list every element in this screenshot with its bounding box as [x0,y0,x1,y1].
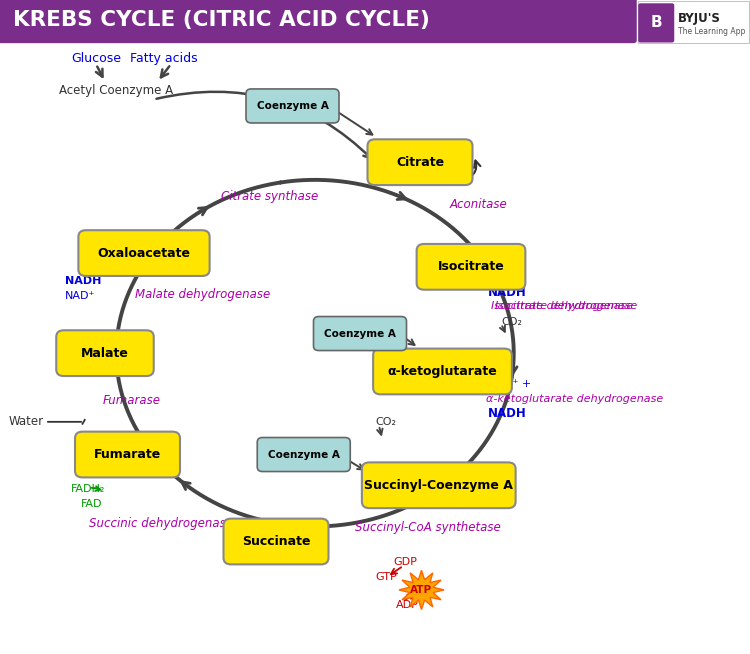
FancyBboxPatch shape [362,462,515,508]
FancyBboxPatch shape [79,230,209,276]
Text: FADH₂: FADH₂ [70,484,105,494]
Text: Isocitrate: Isocitrate [438,260,504,273]
Text: Fumarate: Fumarate [94,448,161,461]
Text: NAD⁺: NAD⁺ [488,271,518,281]
Text: Coenzyme A: Coenzyme A [324,328,396,339]
Polygon shape [399,570,444,610]
FancyBboxPatch shape [373,349,512,394]
Text: Succinate: Succinate [242,535,310,548]
Text: NAD⁺ +: NAD⁺ + [488,379,531,389]
Text: Oxaloacetate: Oxaloacetate [98,247,190,260]
FancyBboxPatch shape [638,1,748,43]
Text: Fatty acids: Fatty acids [130,52,197,65]
Text: Fumarase: Fumarase [102,394,160,407]
Text: B: B [650,16,662,30]
Text: ATP: ATP [410,585,433,595]
FancyBboxPatch shape [417,244,525,290]
Text: Water: Water [9,415,44,428]
Text: GDP: GDP [394,557,418,568]
FancyBboxPatch shape [314,317,407,351]
Text: Acetyl Coenzyme A: Acetyl Coenzyme A [59,84,173,97]
Text: KREBS CYCLE (CITRIC ACID CYCLE): KREBS CYCLE (CITRIC ACID CYCLE) [13,10,430,30]
Text: NADH: NADH [65,276,102,286]
Text: NADH: NADH [488,407,526,420]
FancyBboxPatch shape [56,330,154,376]
Text: Coenzyme A: Coenzyme A [268,449,340,460]
Text: GTP: GTP [375,572,397,582]
Text: The Learning App: The Learning App [678,27,746,36]
Text: Glucose: Glucose [71,52,121,65]
Text: Citrate: Citrate [396,156,444,169]
Text: NADH: NADH [488,286,526,300]
Text: α-ketoglutarate: α-ketoglutarate [388,365,497,378]
FancyBboxPatch shape [246,89,339,123]
Text: Malate: Malate [81,347,129,360]
Text: FAD: FAD [81,498,103,509]
Text: Isocitrate dehydrogenase: Isocitrate dehydrogenase [495,301,638,311]
Text: Succinic dehydrogenase: Succinic dehydrogenase [89,517,233,530]
Text: CO₂: CO₂ [501,317,522,327]
Text: Isocitrate dehydrogenase: Isocitrate dehydrogenase [491,301,634,311]
Text: Coenzyme A: Coenzyme A [256,101,328,111]
Text: Succinyl-CoA synthetase: Succinyl-CoA synthetase [355,521,500,534]
Text: Malate dehydrogenase: Malate dehydrogenase [135,288,270,301]
FancyBboxPatch shape [638,3,674,43]
FancyBboxPatch shape [75,432,180,477]
Text: Water: Water [422,157,456,170]
Text: BYJU'S: BYJU'S [678,12,721,26]
FancyBboxPatch shape [224,519,328,564]
Text: Aconitase: Aconitase [450,198,508,211]
Text: NAD⁺: NAD⁺ [65,290,96,301]
FancyBboxPatch shape [368,139,472,185]
FancyBboxPatch shape [257,438,350,472]
Text: Citrate synthase: Citrate synthase [221,190,319,203]
Text: α-ketoglutarate dehydrogenase: α-ketoglutarate dehydrogenase [486,394,663,404]
Text: CO₂: CO₂ [375,417,396,427]
Text: ADP: ADP [396,600,418,610]
FancyBboxPatch shape [0,0,637,43]
Text: Succinyl-Coenzyme A: Succinyl-Coenzyme A [364,479,513,492]
